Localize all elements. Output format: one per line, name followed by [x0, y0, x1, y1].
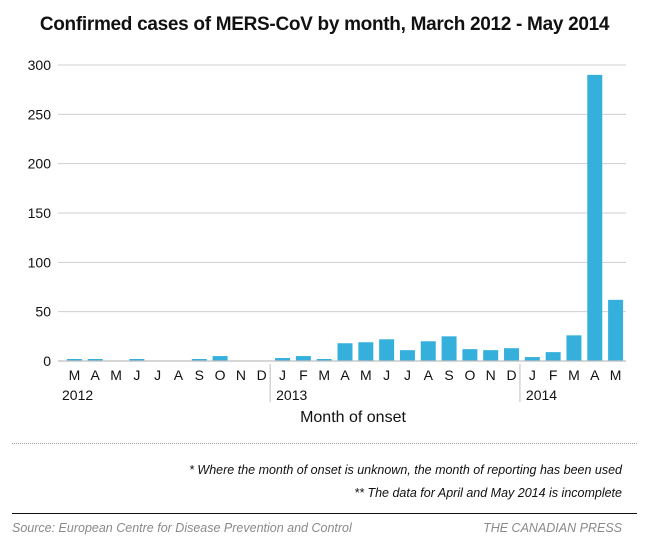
- x-tick-label: F: [299, 367, 308, 383]
- bar: [420, 341, 436, 361]
- x-tick-label: D: [506, 367, 516, 383]
- x-tick-label: O: [464, 367, 475, 383]
- credit-text: THE CANADIAN PRESS: [483, 521, 622, 535]
- bar: [295, 356, 311, 361]
- bar: [358, 342, 374, 361]
- x-tick-label: M: [110, 367, 122, 383]
- divider-rule: [12, 513, 637, 514]
- x-tick-label: S: [444, 367, 453, 383]
- y-tick-label: 100: [28, 254, 52, 270]
- bar: [566, 335, 582, 361]
- bar: [212, 356, 228, 361]
- bar: [316, 359, 332, 361]
- y-tick-label: 0: [43, 353, 51, 369]
- x-tick-label: N: [486, 367, 496, 383]
- x-tick-label: J: [383, 367, 390, 383]
- x-tick-label: M: [568, 367, 580, 383]
- bar: [87, 359, 103, 361]
- bar: [587, 74, 603, 361]
- x-axis-label: Month of onset: [300, 409, 406, 426]
- bar: [462, 349, 478, 361]
- bar: [66, 359, 82, 361]
- bar: [191, 359, 207, 361]
- x-tick-label: D: [257, 367, 267, 383]
- x-tick-label: J: [529, 367, 536, 383]
- x-tick-label: A: [340, 367, 350, 383]
- bar: [275, 358, 291, 361]
- x-tick-label: M: [69, 367, 81, 383]
- y-tick-label: 200: [28, 156, 52, 172]
- y-tick-label: 300: [28, 57, 52, 73]
- x-tick-label: A: [174, 367, 184, 383]
- year-label: 2013: [276, 387, 307, 403]
- source-text: Source: European Centre for Disease Prev…: [12, 521, 352, 535]
- x-tick-label: A: [424, 367, 434, 383]
- y-tick-label: 150: [28, 205, 52, 221]
- x-tick-label: M: [610, 367, 622, 383]
- x-tick-label: S: [195, 367, 204, 383]
- x-tick-label: M: [318, 367, 330, 383]
- x-tick-label: J: [404, 367, 411, 383]
- y-axis-ticks: 0 50 100 150 200 250 300: [28, 57, 52, 369]
- footnote-2: ** The data for April and May 2014 is in…: [354, 486, 622, 500]
- x-tick-label: A: [91, 367, 101, 383]
- bars: [66, 74, 624, 361]
- y-tick-label: 50: [35, 304, 51, 320]
- bar: [483, 350, 499, 361]
- year-labels: 2012 2013 2014: [62, 364, 557, 403]
- bar: [399, 350, 415, 361]
- y-tick-label: 250: [28, 106, 52, 122]
- x-tick-label: J: [133, 367, 140, 383]
- bar: [608, 299, 624, 361]
- x-tick-label: N: [236, 367, 246, 383]
- x-tick-label: J: [154, 367, 161, 383]
- bar: [337, 343, 353, 361]
- x-tick-label: F: [549, 367, 558, 383]
- year-label: 2012: [62, 387, 93, 403]
- bar: [441, 336, 457, 361]
- year-label: 2014: [526, 387, 557, 403]
- divider-dotted: [12, 443, 637, 444]
- x-tick-label: O: [215, 367, 226, 383]
- bar: [504, 348, 520, 361]
- chart-title: Confirmed cases of MERS-CoV by month, Ma…: [39, 14, 610, 35]
- bar: [129, 359, 145, 361]
- x-tick-label: M: [360, 367, 372, 383]
- footnote-1: * Where the month of onset is unknown, t…: [189, 463, 622, 477]
- x-tick-label: J: [279, 367, 286, 383]
- bar: [545, 352, 561, 361]
- bar: [524, 357, 540, 361]
- gridlines: [58, 64, 626, 313]
- x-tick-label: A: [590, 367, 600, 383]
- bar: [379, 339, 395, 361]
